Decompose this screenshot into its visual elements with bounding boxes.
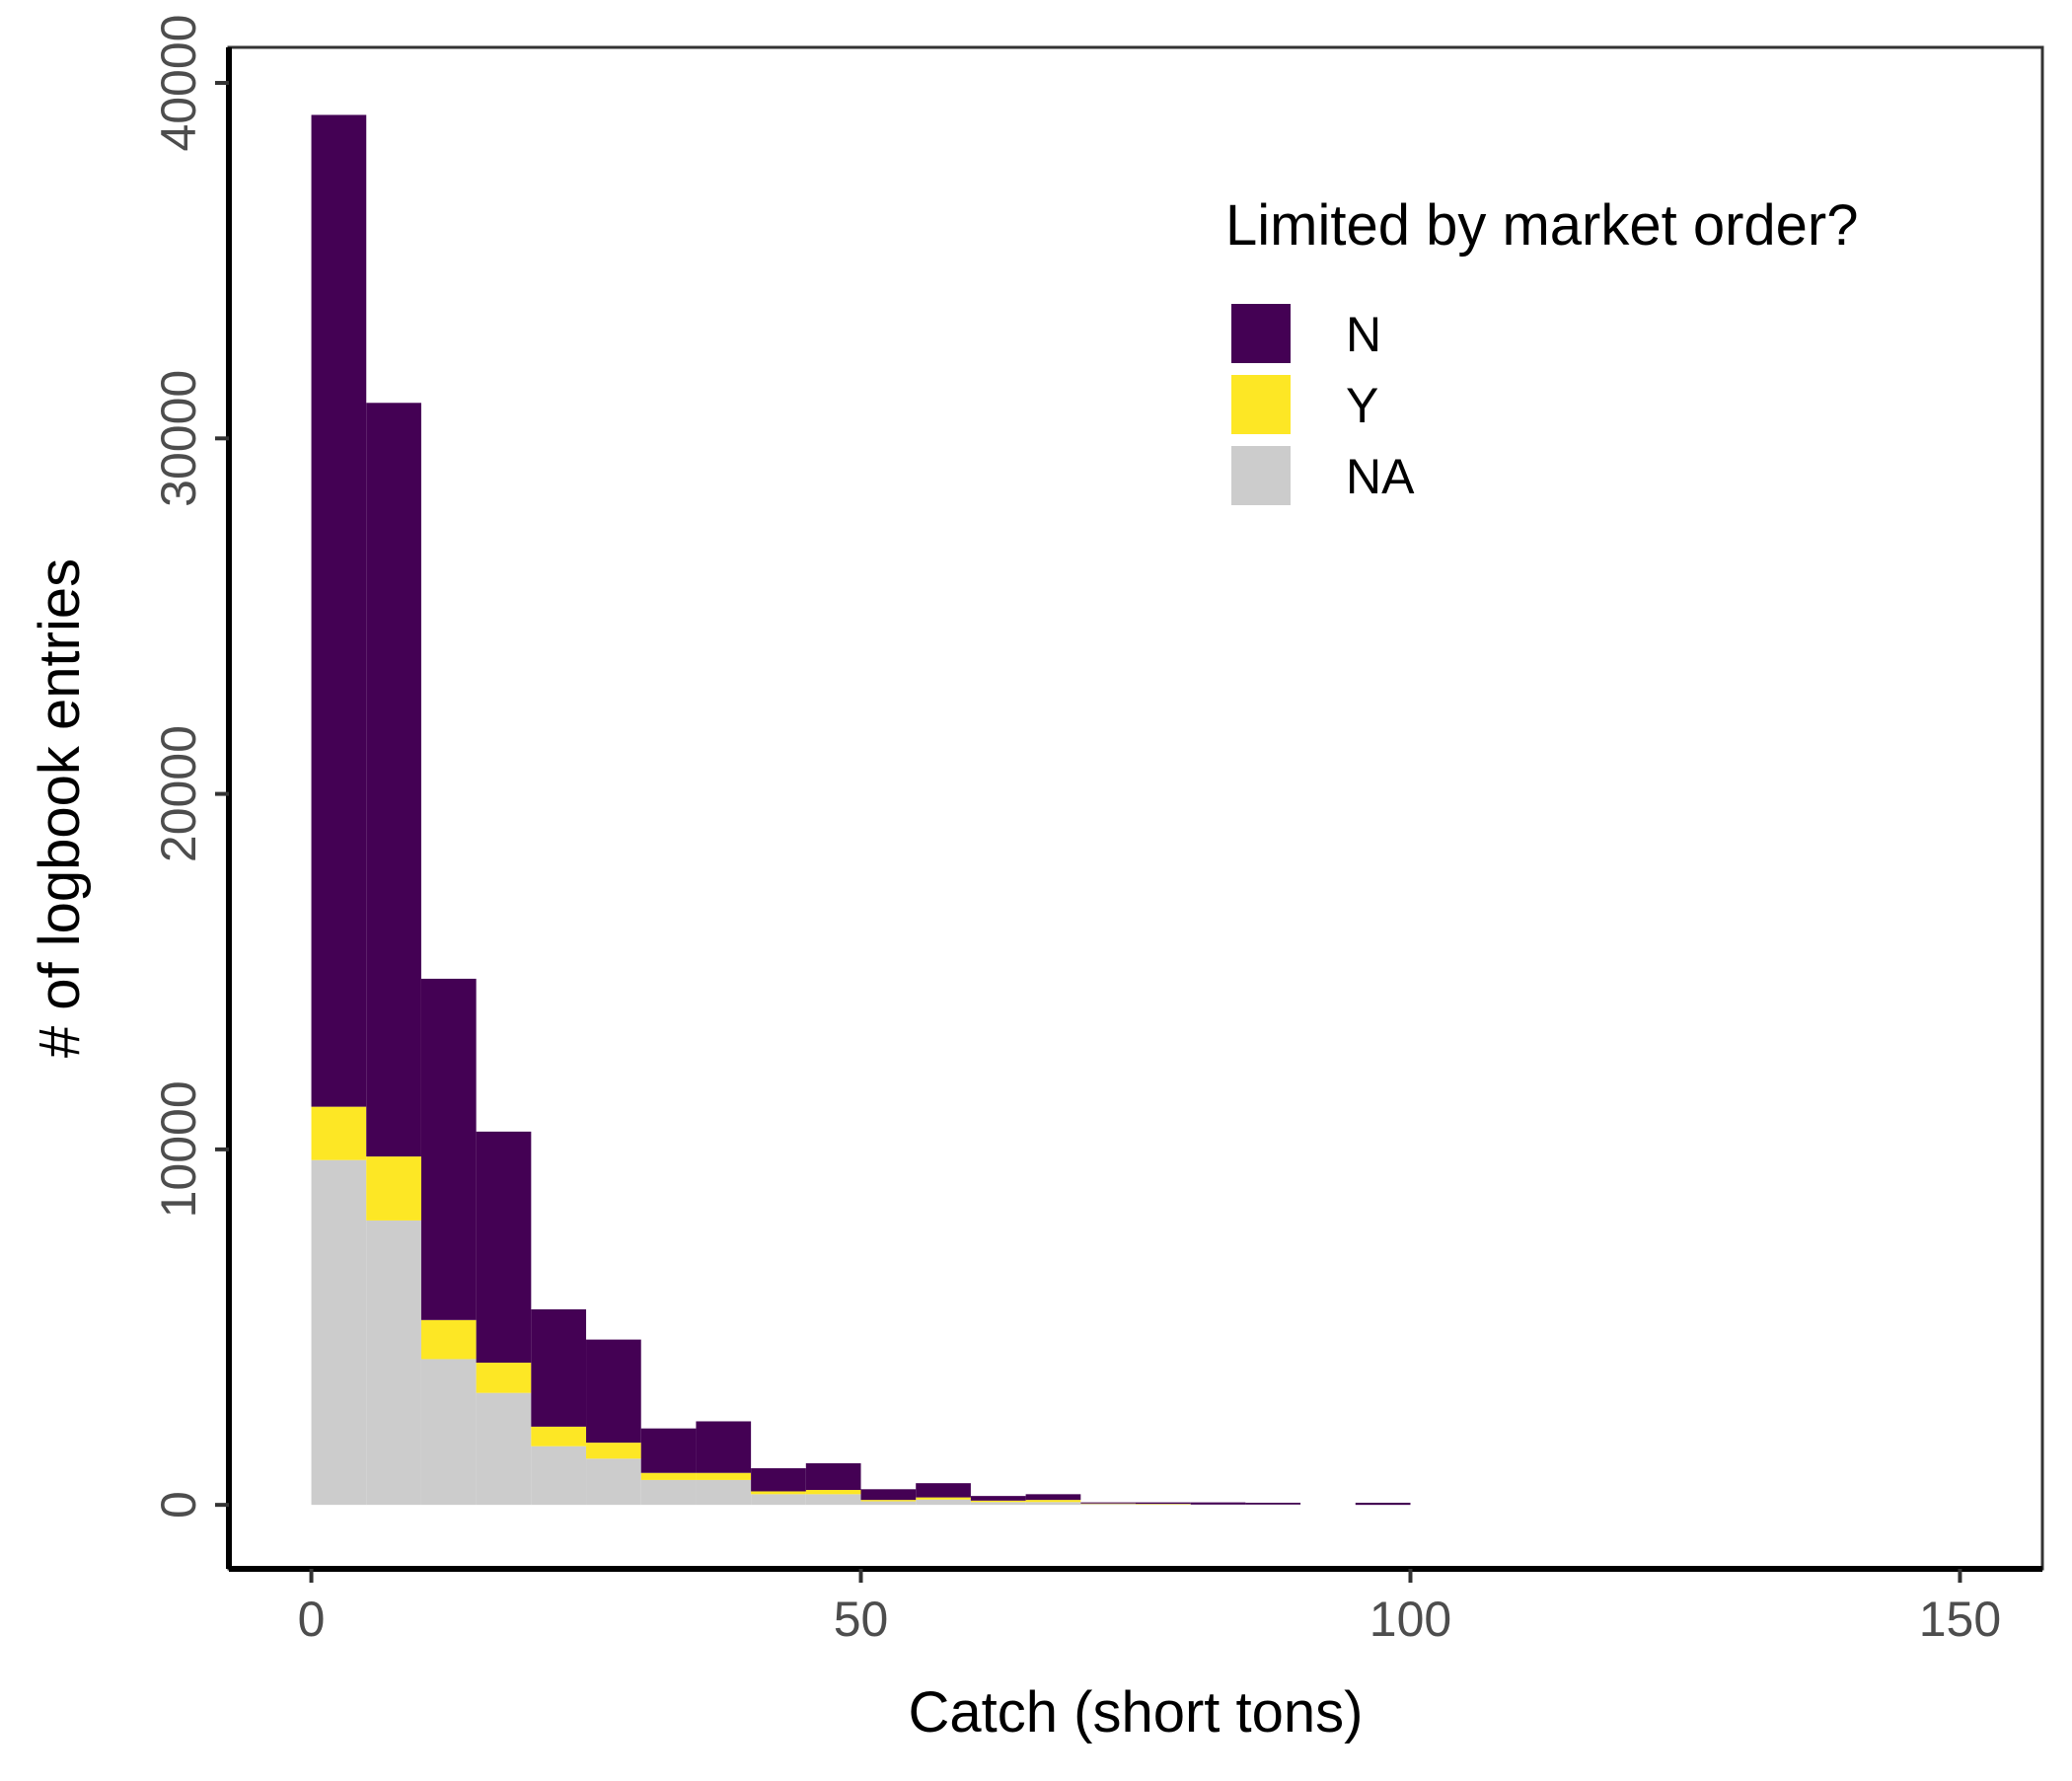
- bar-na-60: [970, 1502, 1026, 1506]
- bar-n-95: [1355, 1502, 1411, 1506]
- bar-n-75: [1136, 1502, 1191, 1505]
- bar-na-5: [366, 1220, 421, 1506]
- legend-title: Limited by market order?: [1225, 193, 1858, 258]
- x-tick-label-100: 100: [1369, 1592, 1451, 1647]
- x-axis-ticks: 0 50 100 150: [298, 1569, 2001, 1647]
- y-tick-label-40000: 40000: [151, 15, 206, 152]
- bar-na-0: [311, 1159, 367, 1506]
- bar-na-75: [1136, 1504, 1191, 1506]
- bar-y-60: [970, 1500, 1026, 1503]
- bar-y-15: [476, 1363, 532, 1393]
- bar-n-0: [311, 114, 367, 1107]
- bar-n-85: [1245, 1502, 1301, 1505]
- bar-na-55: [916, 1499, 971, 1506]
- bar-y-55: [916, 1497, 971, 1500]
- bar-na-25: [586, 1458, 641, 1506]
- bar-y-35: [696, 1472, 752, 1480]
- bar-y-5: [366, 1156, 421, 1221]
- bar-y-20: [531, 1426, 587, 1447]
- bar-y-10: [420, 1319, 477, 1360]
- y-tick-label-20000: 20000: [151, 725, 206, 862]
- bar-y-65: [1025, 1500, 1081, 1503]
- bar-y-0: [311, 1106, 367, 1160]
- legend-key-y: [1231, 375, 1291, 434]
- legend-label-y: Y: [1346, 378, 1378, 433]
- bar-na-65: [1025, 1502, 1081, 1506]
- y-axis-ticks: 0 10000 20000 30000 40000: [151, 15, 229, 1519]
- x-tick-label-50: 50: [834, 1592, 889, 1647]
- bars-layer: [311, 114, 1411, 1506]
- y-axis-title: # of logbook entries: [28, 558, 92, 1058]
- legend: Limited by market order? NY NA: [1225, 193, 1858, 505]
- bar-n-80: [1190, 1502, 1246, 1505]
- bar-n-35: [696, 1421, 752, 1473]
- bar-na-10: [420, 1359, 477, 1506]
- bar-na-80: [1190, 1504, 1246, 1506]
- bar-n-45: [805, 1462, 861, 1491]
- bar-n-50: [860, 1489, 917, 1501]
- legend-key-na: [1231, 446, 1291, 505]
- bar-y-75: [1136, 1504, 1191, 1505]
- bar-y-45: [805, 1490, 861, 1495]
- bar-y-50: [860, 1500, 917, 1502]
- bar-n-60: [970, 1496, 1026, 1501]
- bar-na-20: [531, 1446, 587, 1506]
- bar-y-30: [640, 1472, 697, 1480]
- legend-label-n: N: [1346, 307, 1381, 362]
- bar-y-40: [751, 1491, 806, 1495]
- bar-n-25: [586, 1339, 641, 1444]
- bar-na-40: [751, 1494, 806, 1506]
- bar-na-30: [640, 1479, 697, 1506]
- y-tick-label-30000: 30000: [151, 370, 206, 507]
- y-tick-label-0: 0: [151, 1491, 206, 1519]
- legend-label-na: NA: [1346, 449, 1415, 504]
- bar-n-20: [531, 1308, 587, 1427]
- legend-key-n: [1231, 304, 1291, 363]
- bar-na-15: [476, 1392, 532, 1506]
- bar-y-25: [586, 1443, 641, 1459]
- bar-na-45: [805, 1494, 861, 1506]
- bar-n-40: [751, 1468, 806, 1492]
- x-tick-label-150: 150: [1919, 1592, 2001, 1647]
- x-tick-label-0: 0: [298, 1592, 326, 1647]
- bar-n-65: [1025, 1494, 1081, 1501]
- bar-na-35: [696, 1479, 752, 1506]
- bar-n-70: [1080, 1502, 1136, 1504]
- bar-n-55: [916, 1483, 971, 1498]
- bar-n-5: [366, 403, 421, 1157]
- x-axis-title: Catch (short tons): [909, 1680, 1364, 1744]
- bar-n-30: [640, 1428, 697, 1473]
- legend-items: NY NA: [1231, 304, 1415, 505]
- bar-y-70: [1080, 1503, 1136, 1505]
- bar-n-15: [476, 1131, 532, 1364]
- bar-na-70: [1080, 1504, 1136, 1506]
- bar-na-50: [860, 1501, 917, 1506]
- y-tick-label-10000: 10000: [151, 1080, 206, 1218]
- bar-n-10: [420, 978, 477, 1320]
- bar-na-85: [1245, 1504, 1301, 1506]
